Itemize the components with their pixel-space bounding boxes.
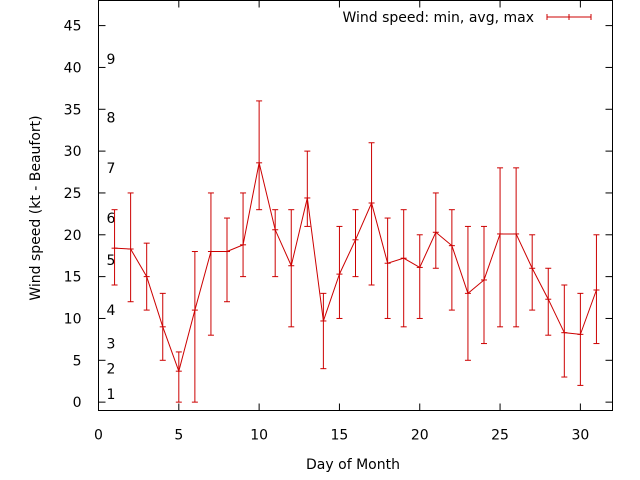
beaufort-scale: 1 2 3 4 5 6 7 8 9 xyxy=(107,52,116,403)
beaufort-label: 2 xyxy=(107,362,116,378)
legend-label: Wind speed: min, avg, max xyxy=(342,10,534,26)
x-tick-label: 10 xyxy=(250,428,268,444)
legend: Wind speed: min, avg, max xyxy=(342,10,592,26)
y-tick-label: 35 xyxy=(64,102,82,118)
axis-ticks xyxy=(98,0,613,411)
beaufort-label: 4 xyxy=(107,303,116,319)
error-bars xyxy=(111,100,600,403)
x-tick-label: 25 xyxy=(491,428,509,444)
x-tick-label: 20 xyxy=(411,428,429,444)
y-tick-label: 45 xyxy=(64,19,82,35)
beaufort-label: 7 xyxy=(107,161,116,177)
y-tick-label: 30 xyxy=(64,144,82,160)
y-axis-label: Wind speed (kt - Beaufort) xyxy=(28,115,44,300)
series-line-group xyxy=(114,162,597,373)
beaufort-label: 8 xyxy=(107,111,116,127)
x-tick-label: 30 xyxy=(571,428,589,444)
y-tick-label: 10 xyxy=(64,311,82,327)
y-tick-label: 20 xyxy=(64,228,82,244)
y-tick-label: 5 xyxy=(73,353,82,369)
x-tick-label: 0 xyxy=(94,428,103,444)
beaufort-label: 1 xyxy=(107,387,116,403)
beaufort-label: 9 xyxy=(107,52,116,68)
y-tick-label: 40 xyxy=(64,60,82,76)
series-line xyxy=(114,162,597,373)
beaufort-label: 3 xyxy=(107,337,116,353)
beaufort-label: 6 xyxy=(107,211,116,227)
beaufort-label: 5 xyxy=(107,253,116,269)
y-tick-label: 0 xyxy=(73,395,82,411)
y-tick-label: 25 xyxy=(64,186,82,202)
x-tick-label: 15 xyxy=(331,428,349,444)
plot-frame xyxy=(98,0,613,411)
legend-key xyxy=(546,14,592,20)
x-axis-label: Day of Month xyxy=(306,457,400,473)
y-tick-label: 15 xyxy=(64,270,82,286)
x-tick-label: 5 xyxy=(174,428,183,444)
